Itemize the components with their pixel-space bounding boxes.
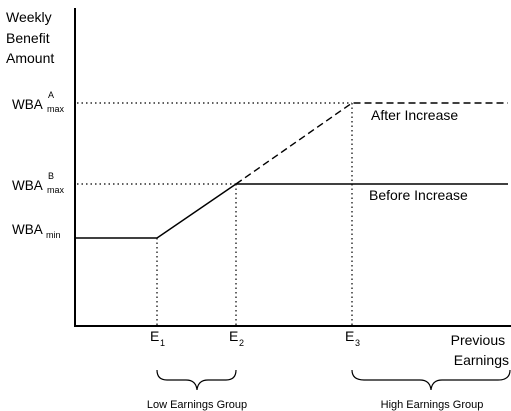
e2-sub: 2	[239, 338, 244, 348]
after-increase-label: After Increase	[371, 107, 458, 123]
e1-label: E	[150, 328, 159, 344]
high-earnings-group-label: High Earnings Group	[381, 399, 484, 411]
x-axis-title: Previous Earnings	[451, 332, 509, 368]
wba-max-b-sup: B	[48, 171, 54, 181]
wba-min-label: WBA	[12, 222, 43, 237]
after-increase-line	[235, 102, 508, 185]
e2-label: E	[229, 328, 238, 344]
wba-max-a-sub: max	[47, 104, 65, 114]
wba-max-b-sub: max	[47, 185, 65, 195]
low-earnings-brace	[156, 369, 237, 391]
before-increase-line	[76, 183, 508, 239]
low-earnings-group-label: Low Earnings Group	[147, 399, 247, 411]
wba-max-a-sup: A	[48, 90, 54, 100]
wba-max-b-label: WBA	[12, 178, 43, 193]
y-axis-title: Weekly Benefit Amount	[6, 9, 56, 66]
before-increase-label: Before Increase	[369, 187, 468, 203]
e3-sub: 3	[355, 338, 360, 348]
wba-max-a-label: WBA	[12, 97, 43, 112]
e1-sub: 1	[160, 338, 165, 348]
wba-min-sub: min	[46, 230, 61, 240]
high-earnings-brace	[351, 369, 511, 391]
e3-label: E	[345, 328, 354, 344]
